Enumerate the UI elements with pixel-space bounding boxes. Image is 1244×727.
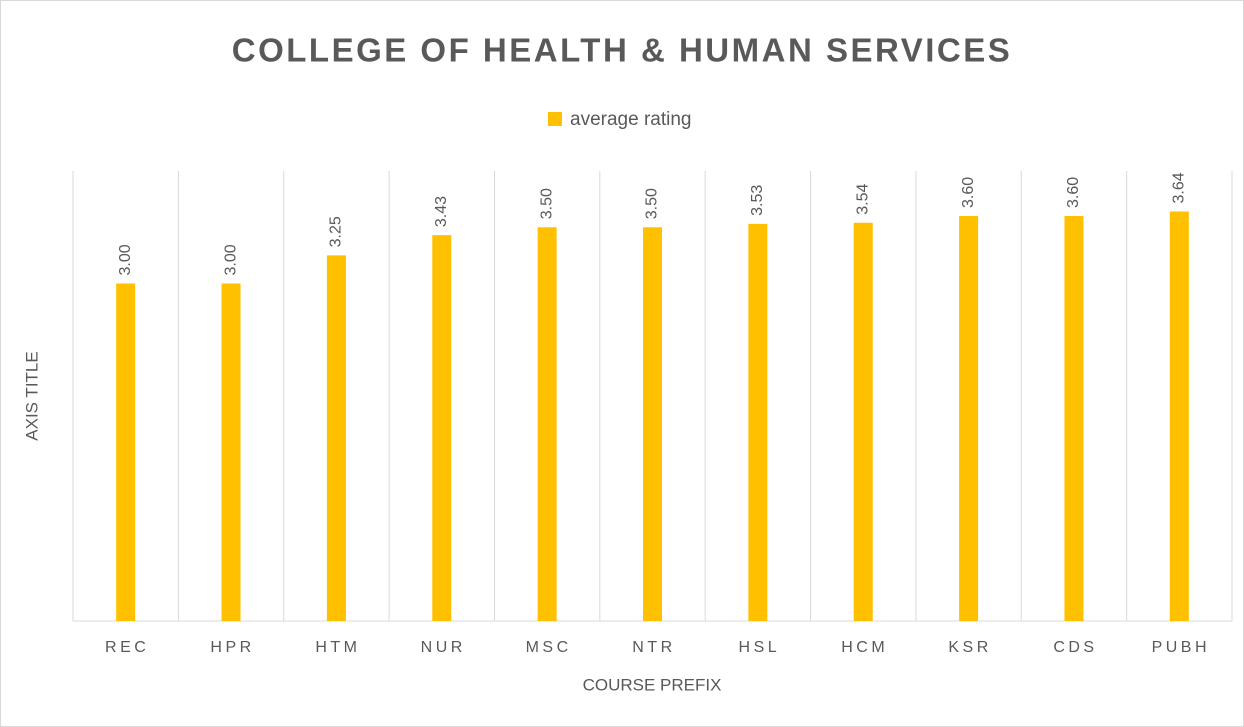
y-axis-title: AXIS TITLE	[22, 351, 41, 440]
legend-swatch	[548, 112, 562, 126]
x-tick-label: KSR	[948, 639, 991, 656]
data-label: 3.43	[433, 196, 450, 227]
bar	[853, 222, 873, 621]
chart-title: COLLEGE OF HEALTH & HUMAN SERVICES	[232, 32, 1012, 69]
x-tick-label: NUR	[421, 639, 466, 656]
data-label: 3.60	[960, 177, 977, 208]
data-label: 3.50	[644, 188, 661, 219]
x-tick-label: PUBH	[1152, 639, 1210, 656]
data-label: 3.53	[749, 185, 766, 216]
x-tick-label: HCM	[841, 639, 888, 656]
bar	[326, 255, 346, 621]
data-label: 3.00	[117, 244, 134, 275]
data-label: 3.00	[222, 244, 239, 275]
bar	[643, 227, 662, 621]
bar	[432, 235, 452, 621]
bar	[959, 216, 979, 621]
x-tick-label: CDS	[1053, 639, 1097, 656]
data-label: 3.60	[1065, 177, 1082, 208]
x-tick-label: NTR	[632, 639, 675, 656]
x-tick-label: HPR	[210, 639, 254, 656]
data-label: 3.50	[538, 188, 555, 219]
bar	[221, 283, 241, 621]
legend-label: average rating	[570, 109, 691, 130]
x-tick-label: MSC	[526, 639, 572, 656]
x-tick-label: REC	[105, 639, 149, 656]
bar	[748, 223, 768, 621]
bar	[1064, 216, 1084, 621]
x-axis-title: COURSE PREFIX	[583, 675, 722, 694]
data-label: 3.64	[1171, 172, 1188, 203]
x-tick-label: HTM	[315, 639, 360, 656]
data-label: 3.25	[328, 216, 345, 247]
bar	[116, 283, 136, 621]
bar	[1169, 211, 1189, 621]
x-tick-label: HSL	[739, 639, 781, 656]
bar	[537, 227, 557, 621]
data-label: 3.54	[854, 184, 871, 215]
